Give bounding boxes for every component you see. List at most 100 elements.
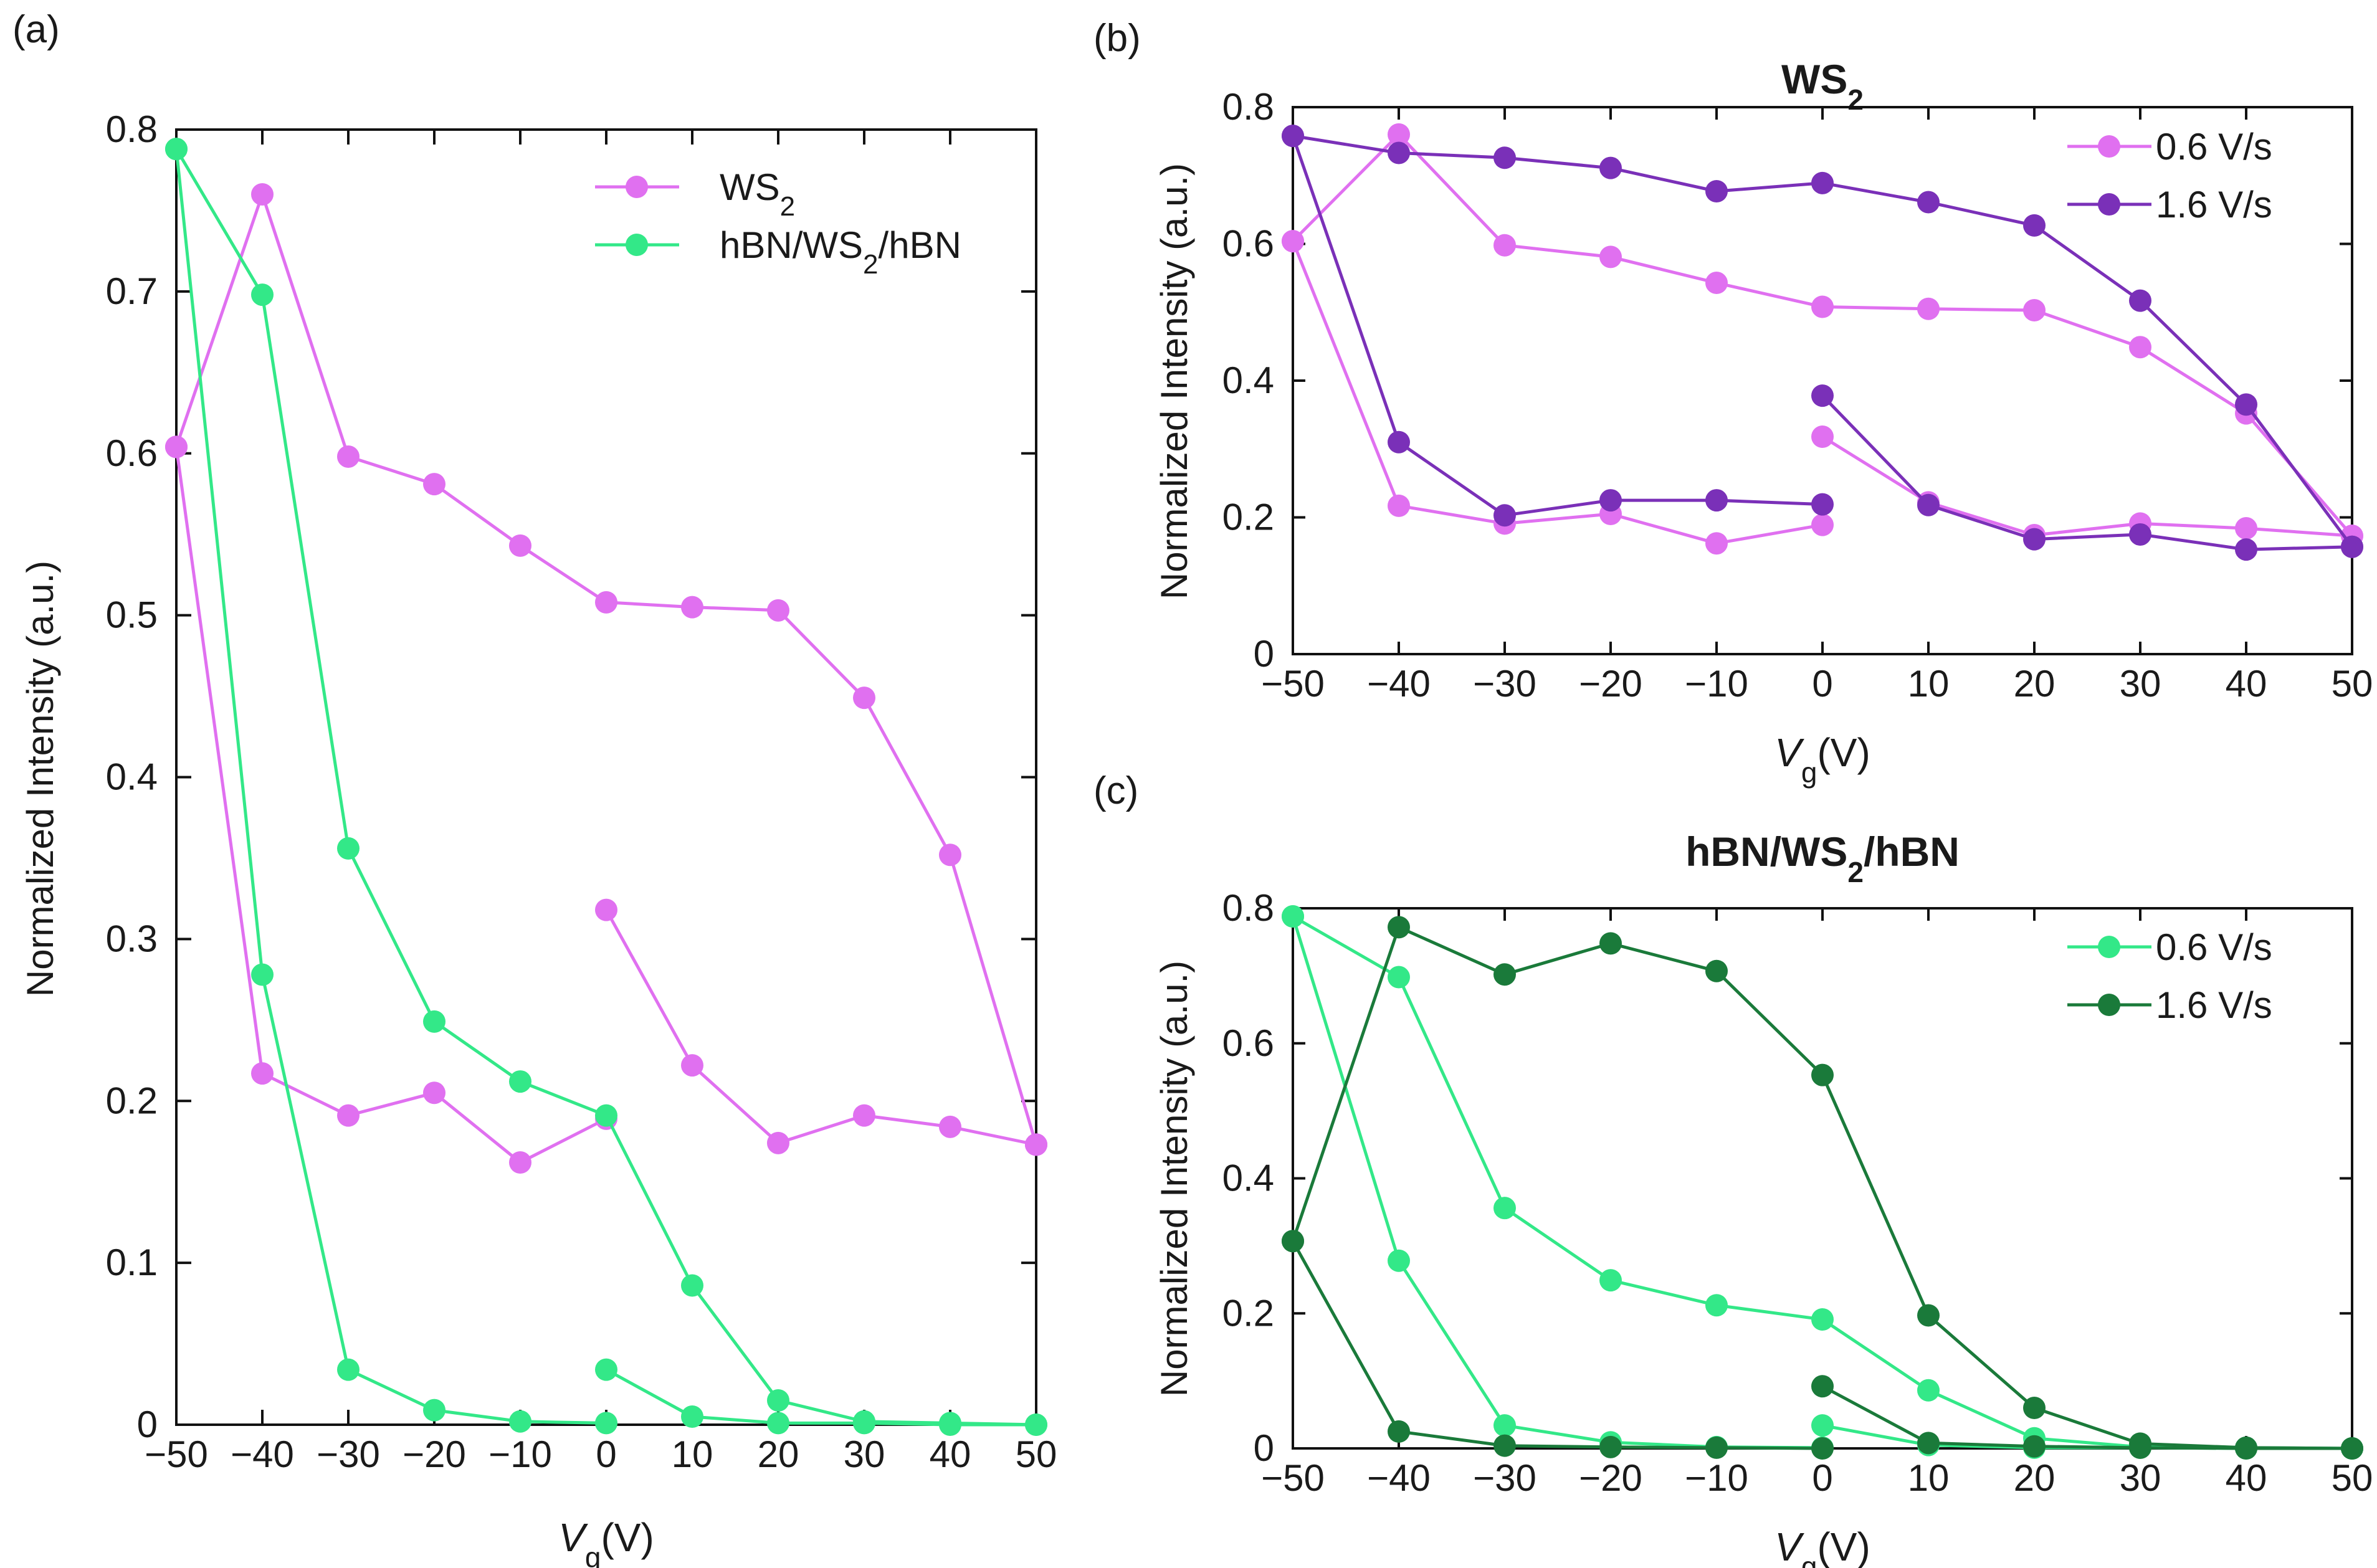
y-tick-label: 0.6 bbox=[106, 432, 158, 474]
series-line bbox=[174, 192, 1038, 1146]
data-point bbox=[1811, 171, 1834, 194]
data-point bbox=[2023, 1396, 2046, 1419]
data-point bbox=[1388, 494, 1410, 517]
data-point bbox=[165, 138, 188, 161]
legend-label-main: hBN/WS bbox=[720, 224, 863, 266]
x-tick-label: −10 bbox=[1685, 1457, 1748, 1499]
data-point bbox=[1599, 1269, 1622, 1292]
x-tick-label: 20 bbox=[2014, 1457, 2055, 1499]
data-point bbox=[1599, 245, 1622, 268]
y-axis-label: Normalized Intensity (a.u.) bbox=[19, 561, 61, 997]
data-point bbox=[1025, 1414, 1047, 1436]
data-point bbox=[1917, 191, 1940, 214]
legend-swatch-marker bbox=[626, 234, 648, 256]
x-tick-label: −30 bbox=[317, 1433, 380, 1475]
x-tick-label: −20 bbox=[1579, 1457, 1642, 1499]
data-point bbox=[165, 435, 188, 459]
series-line bbox=[174, 148, 607, 1425]
data-point bbox=[1811, 493, 1834, 516]
data-point bbox=[2129, 336, 2151, 359]
data-point bbox=[681, 596, 703, 619]
data-point bbox=[1388, 966, 1410, 989]
chart-title-main: hBN/WS bbox=[1685, 829, 1847, 875]
data-point bbox=[251, 963, 274, 986]
y-tick-label: 0.2 bbox=[1222, 1292, 1274, 1334]
legend-item: 0.6 V/s bbox=[2067, 926, 2272, 968]
legend-label: 1.6 V/s bbox=[2156, 984, 2272, 1026]
series-line bbox=[605, 1368, 1036, 1427]
legend-label-main: 0.6 V/s bbox=[2156, 126, 2272, 168]
x-axis-label-main: V bbox=[1774, 1524, 1804, 1568]
x-axis-label-main: V bbox=[558, 1515, 588, 1560]
x-axis-label-sub: g bbox=[1801, 756, 1817, 789]
data-point bbox=[595, 1412, 617, 1435]
x-tick-label: −10 bbox=[1685, 663, 1748, 705]
x-tick-label: −20 bbox=[1579, 663, 1642, 705]
panel-label: (b) bbox=[1093, 17, 1141, 60]
data-point bbox=[1811, 1308, 1834, 1331]
data-point bbox=[939, 843, 961, 867]
x-tick-label: −40 bbox=[1367, 663, 1431, 705]
data-point bbox=[2235, 538, 2257, 561]
data-point bbox=[337, 1358, 360, 1381]
legend-item: 0.6 V/s bbox=[2067, 126, 2272, 168]
y-tick-label: 0.7 bbox=[106, 270, 158, 312]
y-tick-label: 0.4 bbox=[106, 756, 158, 798]
legend-swatch-marker bbox=[2098, 135, 2120, 158]
x-axis-label-main: V bbox=[1774, 730, 1804, 775]
data-point bbox=[853, 1104, 875, 1127]
x-tick-label: 20 bbox=[2014, 663, 2055, 705]
y-tick-label: 0 bbox=[137, 1404, 158, 1445]
data-point bbox=[1282, 230, 1304, 253]
series-line bbox=[1821, 394, 2353, 551]
legend-label-sub: 2 bbox=[863, 249, 878, 280]
legend-label: WS2 bbox=[720, 166, 795, 222]
x-tick-label: −10 bbox=[488, 1433, 552, 1475]
data-point bbox=[1917, 1379, 1940, 1402]
data-point bbox=[853, 1410, 875, 1433]
x-tick-label: −40 bbox=[231, 1433, 294, 1475]
series-2 bbox=[1282, 125, 2363, 561]
data-point bbox=[1599, 1435, 1622, 1458]
data-point bbox=[1388, 916, 1410, 939]
data-point bbox=[1599, 489, 1622, 512]
data-point bbox=[1811, 425, 1834, 448]
data-point bbox=[1811, 384, 1834, 407]
data-point bbox=[1388, 1249, 1410, 1272]
data-point bbox=[1599, 932, 1622, 955]
x-tick-label: 20 bbox=[758, 1433, 799, 1475]
data-point bbox=[1493, 963, 1516, 986]
series-2 bbox=[1282, 916, 2363, 1460]
legend-swatch-marker bbox=[2098, 936, 2120, 958]
data-point bbox=[2023, 528, 2046, 551]
data-point bbox=[509, 1151, 531, 1174]
data-point bbox=[2023, 214, 2046, 237]
data-point bbox=[1493, 146, 1516, 169]
x-axis-label: Vg(V) bbox=[558, 1515, 654, 1568]
data-point bbox=[337, 445, 360, 468]
y-tick-label: 0 bbox=[1254, 1427, 1274, 1469]
legend-label: 1.6 V/s bbox=[2156, 184, 2272, 226]
legend-swatch-marker bbox=[2098, 193, 2120, 216]
x-axis-label: Vg(V) bbox=[1774, 730, 1870, 789]
y-tick-label: 0.6 bbox=[1222, 223, 1274, 265]
legend-label-main: WS bbox=[720, 166, 780, 208]
data-point bbox=[2129, 289, 2151, 312]
data-point bbox=[2235, 517, 2257, 540]
data-point bbox=[1282, 125, 1304, 148]
legend-label-main: 0.6 V/s bbox=[2156, 926, 2272, 968]
legend: 0.6 V/s 1.6 V/s bbox=[2067, 926, 2272, 1026]
legend-item: WS2 bbox=[595, 166, 795, 222]
data-point bbox=[939, 1115, 961, 1138]
data-point bbox=[1388, 141, 1410, 164]
data-point bbox=[1282, 905, 1304, 928]
x-tick-label: 50 bbox=[1016, 1433, 1057, 1475]
legend-swatch-marker bbox=[626, 176, 648, 198]
data-point bbox=[1917, 493, 1940, 516]
data-point bbox=[509, 1410, 531, 1433]
series-line bbox=[1291, 240, 1823, 545]
x-axis-label-sub: g bbox=[585, 1541, 601, 1568]
data-point bbox=[681, 1054, 703, 1077]
x-axis-label: Vg(V) bbox=[1774, 1524, 1870, 1568]
